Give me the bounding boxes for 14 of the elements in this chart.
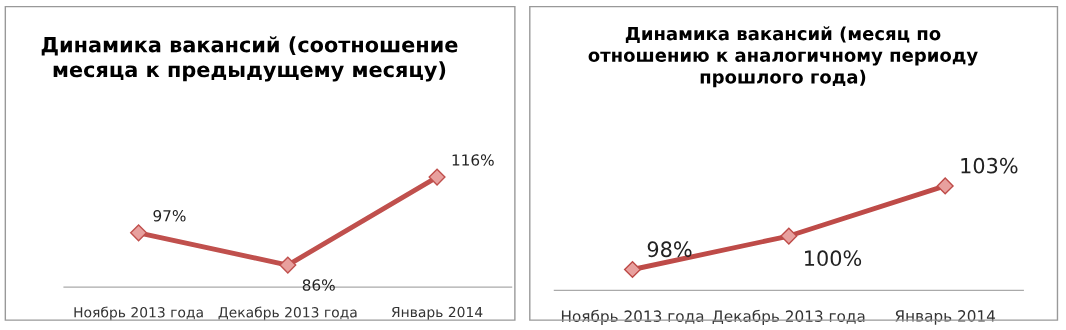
chart-title: Динамика вакансий (соотношение месяца к предыдущему месяцу) (41, 36, 458, 82)
data-label: 103% (961, 157, 1018, 174)
data-label: 98% (647, 241, 692, 258)
data-label: 97% (153, 209, 186, 222)
x-tick-label: Декабрь 2013 года (712, 309, 865, 325)
x-tick-label: Ноябрь 2013 года (74, 306, 203, 321)
chart-title: Динамика вакансий (месяц по отношению к аналогичному периоду прошлого года) (588, 26, 978, 88)
x-tick-label: Январь 2014 (391, 306, 483, 320)
data-label: 116% (452, 154, 494, 166)
x-tick-label: Январь 2014 (895, 310, 996, 325)
data-label: 86% (302, 279, 335, 291)
data-label: 100% (805, 250, 862, 267)
x-tick-label: Декабрь 2013 года (218, 306, 357, 321)
x-tick-label: Ноябрь 2013 года (561, 309, 704, 325)
